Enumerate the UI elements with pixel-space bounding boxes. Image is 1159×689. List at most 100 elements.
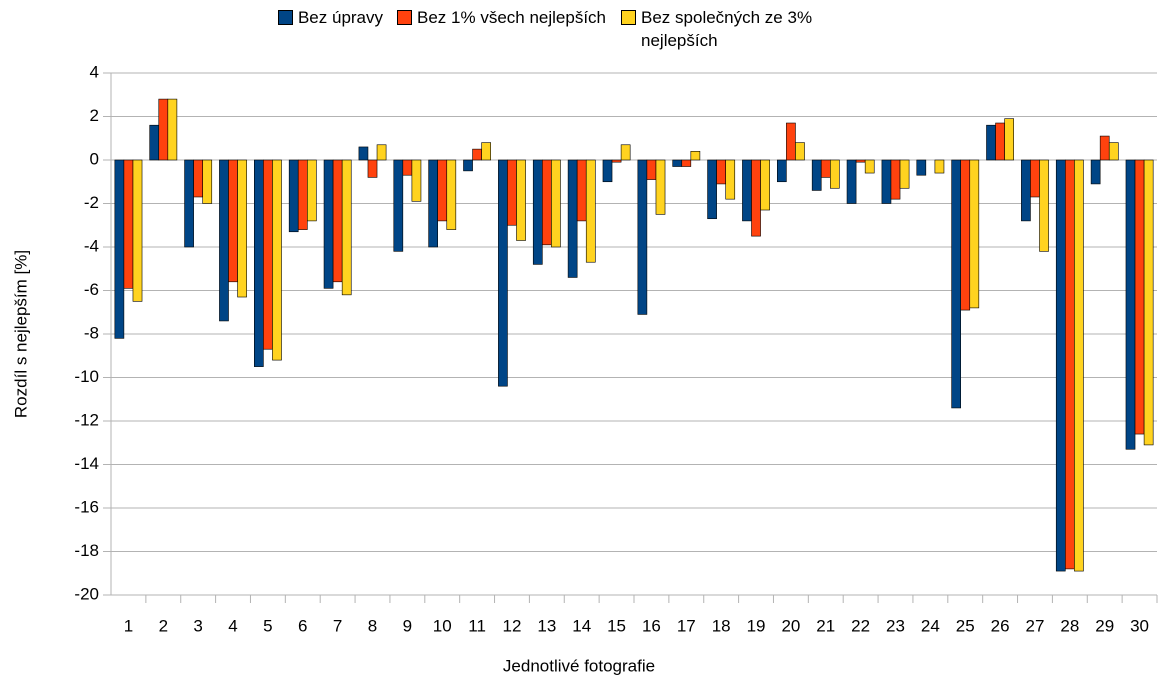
bar: [193, 159, 203, 198]
bar: [219, 159, 229, 322]
x-tick-label: 5: [263, 616, 272, 635]
bar: [123, 159, 134, 289]
bar: [507, 159, 517, 226]
legend-item: Bez úpravy: [277, 6, 384, 52]
legend: Bez úpravy Bez 1% všech nejlepších Bez spo…: [0, 6, 1159, 52]
x-tick-label: 10: [433, 616, 452, 635]
bar: [516, 159, 526, 241]
x-tick-label: 8: [368, 616, 377, 635]
x-tick-label: 30: [1130, 616, 1149, 635]
bar: [297, 159, 308, 230]
bar: [846, 159, 857, 204]
bar: [707, 159, 717, 220]
bar: [376, 144, 387, 161]
x-tick-label: 11: [468, 616, 486, 635]
legend-swatch: [397, 10, 413, 25]
bar: [1004, 118, 1014, 161]
bar: [829, 159, 840, 189]
bar: [602, 159, 613, 183]
bar: [132, 159, 143, 302]
bar: [306, 159, 317, 222]
bar: [881, 159, 892, 204]
legend-swatch: [277, 10, 293, 25]
x-tick-label: 3: [193, 616, 202, 635]
bar: [725, 159, 736, 200]
x-tick-label: 15: [607, 616, 626, 635]
bar: [1021, 159, 1031, 222]
bar: [167, 98, 178, 161]
bar: [951, 159, 962, 409]
x-tick-label: 18: [712, 616, 731, 635]
bar: [472, 148, 482, 161]
bar: [646, 159, 657, 180]
x-tick-label: 29: [1095, 616, 1114, 635]
bar: [228, 159, 238, 283]
bar: [402, 159, 413, 176]
bar: [481, 142, 491, 161]
bar: [551, 159, 561, 248]
y-tick-label: -18: [74, 541, 99, 560]
bar: [1125, 159, 1136, 450]
bar: [567, 159, 578, 278]
x-tick-label: 9: [403, 616, 412, 635]
bar: [960, 159, 971, 311]
bar: [811, 159, 822, 191]
legend-swatch: [621, 10, 637, 25]
x-tick-label: 13: [537, 616, 556, 635]
bar: [184, 159, 194, 248]
legend-label: Bez úpravy: [297, 8, 384, 27]
bar: [1074, 159, 1084, 572]
bar: [611, 159, 622, 163]
x-tick-label: 22: [851, 616, 870, 635]
bar: [1134, 159, 1145, 435]
bar: [288, 159, 299, 233]
x-tick-label: 16: [642, 616, 661, 635]
bar: [393, 159, 404, 252]
y-tick-label: 0: [90, 149, 99, 168]
x-tick-label: 24: [921, 616, 940, 635]
x-tick-label: 27: [1026, 616, 1045, 635]
x-tick-label: 26: [991, 616, 1010, 635]
bar: [358, 146, 369, 161]
bar: [672, 159, 683, 167]
y-tick-label: 2: [90, 106, 99, 125]
bar: [446, 159, 457, 230]
bar: [690, 151, 701, 161]
y-tick-label: -20: [74, 584, 99, 603]
y-tick-label: -6: [84, 280, 99, 299]
y-tick-label: 4: [90, 62, 99, 81]
bar: [1090, 159, 1101, 185]
bar: [1030, 159, 1040, 198]
x-tick-label: 1: [124, 616, 133, 635]
bar: [114, 159, 125, 339]
x-tick-label: 23: [886, 616, 905, 635]
bar: [237, 159, 247, 298]
x-tick-label: 19: [747, 616, 766, 635]
y-tick-label: -14: [74, 454, 99, 473]
bar: [585, 159, 596, 263]
bar: [620, 144, 631, 161]
legend-item: Bez 1% všech nejlepších: [397, 6, 607, 52]
x-tick-label: 17: [677, 616, 696, 635]
bar: [498, 159, 508, 387]
bar: [411, 159, 422, 202]
bar: [341, 159, 352, 296]
y-tick-label: -12: [74, 410, 99, 429]
y-tick-label: -4: [84, 236, 99, 255]
bar: [542, 159, 552, 246]
y-axis-label: Rozdíl s nejlepším [%]: [11, 250, 30, 418]
bar: [323, 159, 334, 289]
bar: [272, 159, 282, 361]
y-tick-label: -16: [74, 497, 99, 516]
bar: [576, 159, 587, 222]
bar: [742, 159, 752, 222]
bar: [969, 159, 980, 309]
bar: [1143, 159, 1154, 446]
bar: [760, 159, 770, 211]
bar: [995, 122, 1005, 161]
bar: [751, 159, 761, 237]
bar: [716, 159, 726, 185]
bar: [986, 124, 996, 161]
bar: [899, 159, 910, 189]
